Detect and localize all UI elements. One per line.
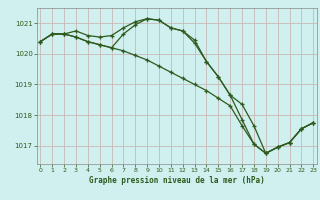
X-axis label: Graphe pression niveau de la mer (hPa): Graphe pression niveau de la mer (hPa): [89, 176, 265, 185]
